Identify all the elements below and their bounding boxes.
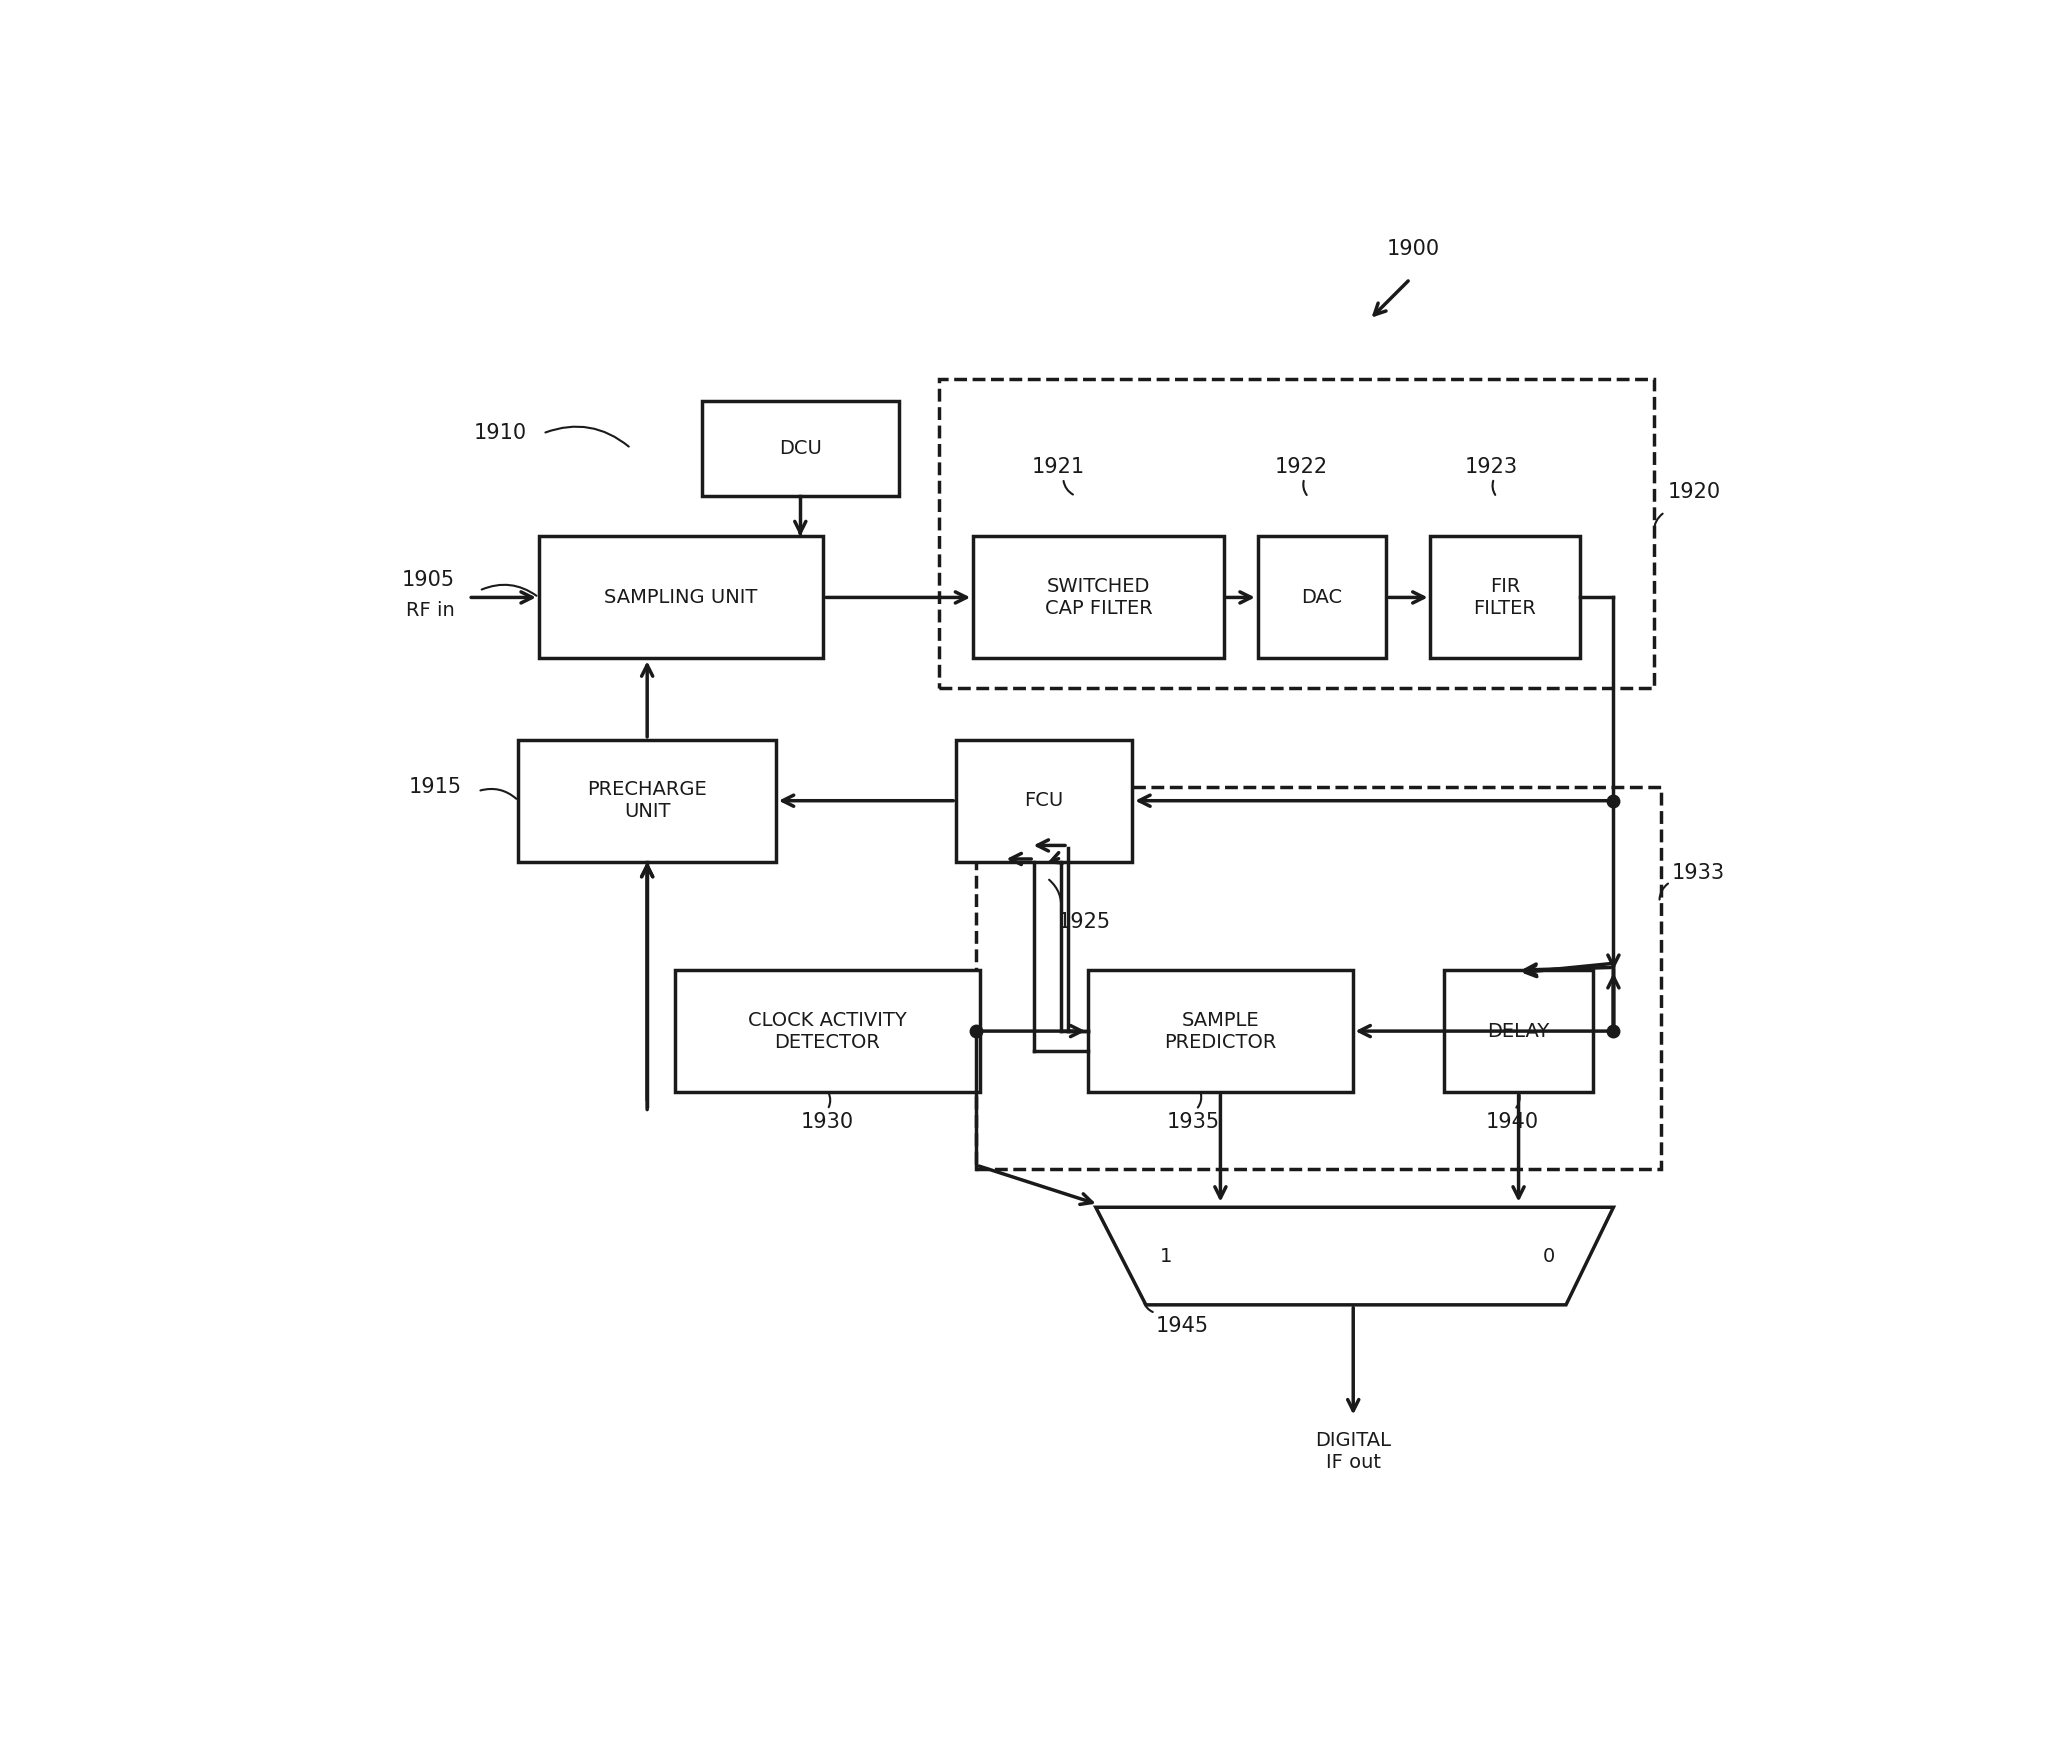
Text: 1910: 1910 <box>473 424 526 444</box>
Text: 1: 1 <box>1160 1246 1172 1265</box>
Text: 1915: 1915 <box>409 778 462 797</box>
Text: 1922: 1922 <box>1276 458 1329 477</box>
Text: DAC: DAC <box>1302 588 1342 607</box>
Text: 1900: 1900 <box>1387 239 1439 259</box>
Text: SAMPLING UNIT: SAMPLING UNIT <box>605 588 757 607</box>
Text: 1923: 1923 <box>1465 458 1517 477</box>
Text: 1940: 1940 <box>1486 1112 1538 1132</box>
Text: 1935: 1935 <box>1166 1112 1220 1132</box>
Text: 1933: 1933 <box>1672 862 1726 882</box>
Bar <box>702 401 898 496</box>
Text: 1945: 1945 <box>1156 1316 1210 1336</box>
Text: SWITCHED
CAP FILTER: SWITCHED CAP FILTER <box>1044 577 1152 618</box>
Text: DELAY: DELAY <box>1488 1021 1550 1040</box>
Text: 1905: 1905 <box>402 570 454 590</box>
Bar <box>1430 537 1579 658</box>
Polygon shape <box>1096 1207 1614 1304</box>
Bar <box>972 537 1224 658</box>
Text: 0: 0 <box>1542 1246 1554 1265</box>
Text: 1930: 1930 <box>801 1112 854 1132</box>
Text: 1925: 1925 <box>1057 912 1110 931</box>
Bar <box>1257 537 1387 658</box>
Bar <box>675 970 980 1091</box>
Bar <box>539 537 824 658</box>
Bar <box>518 739 776 862</box>
Bar <box>1445 970 1593 1091</box>
Text: FIR
FILTER: FIR FILTER <box>1474 577 1536 618</box>
Text: PRECHARGE
UNIT: PRECHARGE UNIT <box>588 780 708 822</box>
Text: RF in: RF in <box>407 602 454 621</box>
Text: SAMPLE
PREDICTOR: SAMPLE PREDICTOR <box>1164 1010 1278 1051</box>
Bar <box>1088 970 1352 1091</box>
Bar <box>939 378 1653 688</box>
Text: DIGITAL
IF out: DIGITAL IF out <box>1315 1431 1391 1471</box>
Text: 1920: 1920 <box>1668 482 1721 502</box>
Bar <box>956 739 1133 862</box>
Bar <box>976 787 1662 1169</box>
Text: FCU: FCU <box>1024 792 1063 810</box>
Text: CLOCK ACTIVITY
DETECTOR: CLOCK ACTIVITY DETECTOR <box>747 1010 906 1051</box>
Text: DCU: DCU <box>778 438 821 458</box>
Text: 1921: 1921 <box>1032 458 1084 477</box>
